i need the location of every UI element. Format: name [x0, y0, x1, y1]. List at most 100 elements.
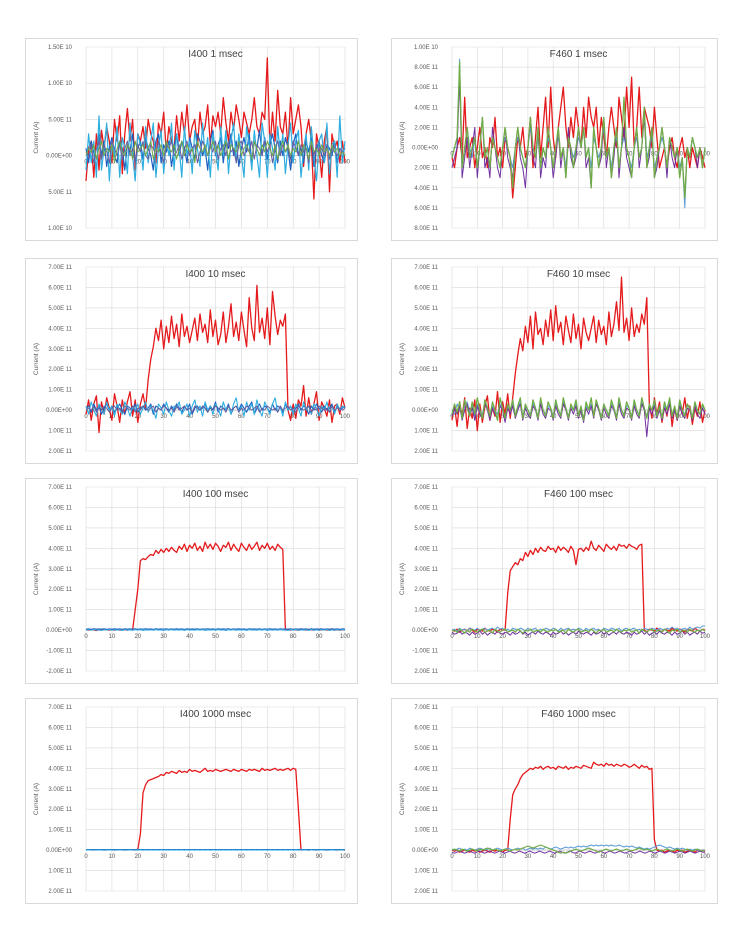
y-axis-label: Current (A): [33, 563, 40, 595]
y-tick-label: 1.00E 11: [48, 828, 72, 834]
x-tick-label: 10: [109, 854, 116, 860]
y-tick-label: 4.00E 11: [48, 766, 72, 772]
y-tick-label: 2.00E 11: [48, 367, 72, 373]
x-tick-label: 100: [700, 634, 711, 640]
y-tick-label: 7.00E 11: [48, 705, 72, 711]
chart-svg: 7.00E 11 6.00E 11 5.00E 11 4.00E 11 3.00E 11…: [399, 485, 711, 675]
y-tick-label: 2.00E 11: [414, 367, 438, 373]
chart-panel-i400-1ms: 1.50E 10 1.00E 10 5.00E 11 0.00E+00 5.00E 11…: [25, 38, 358, 241]
chart-panel-i400-100ms: 7.00E 11 6.00E 11 5.00E 11 4.00E 11 3.00E 11…: [25, 478, 358, 684]
x-tick-label: 80: [290, 414, 297, 420]
chart-panel-i400-1000ms: 7.00E 11 6.00E 11 5.00E 11 4.00E 11 3.00E 11…: [25, 698, 358, 904]
y-tick-label: 3.00E 11: [414, 567, 438, 573]
y-tick-label: 4.00E 11: [414, 326, 438, 332]
x-tick-label: 90: [316, 160, 323, 166]
y-axis-label: Current (A): [399, 343, 406, 375]
y-tick-label: 5.00E 11: [414, 306, 438, 312]
x-tick-label: 0: [84, 414, 88, 420]
x-tick-label: 90: [676, 152, 683, 158]
chart-title: F460 1 msec: [550, 49, 608, 60]
y-tick-label: 6.00E 11: [414, 725, 438, 731]
series-line: [85, 115, 346, 182]
x-tick-label: 50: [212, 160, 219, 166]
y-tick-label: 1.00E 10: [414, 45, 439, 51]
x-tick-label: 60: [238, 634, 245, 640]
x-tick-label: 80: [290, 634, 297, 640]
x-tick-label: 50: [212, 634, 219, 640]
y-tick-label: 1.00E 11: [414, 388, 438, 394]
y-tick-label: 2.00E 11: [414, 166, 438, 172]
x-tick-label: 70: [264, 414, 271, 420]
x-tick-label: 10: [474, 634, 481, 640]
x-tick-label: 70: [264, 854, 271, 860]
y-tick-label: 4.00E 11: [48, 546, 72, 552]
chart-title: I400 10 msec: [185, 269, 245, 280]
chart-svg: 7.00E 11 6.00E 11 5.00E 11 4.00E 11 3.00E 11…: [399, 265, 711, 455]
x-tick-label: 10: [474, 854, 481, 860]
series-line: [451, 628, 706, 634]
chart-panel-f460-1ms: 1.00E 10 8.00E 11 6.00E 11 4.00E 11 2.00E 11…: [391, 38, 718, 241]
y-axis-label: Current (A): [33, 783, 40, 815]
x-tick-label: 90: [676, 854, 683, 860]
x-tick-label: 100: [340, 854, 351, 860]
chart-svg: 1.00E 10 8.00E 11 6.00E 11 4.00E 11 2.00E 11…: [399, 45, 711, 232]
x-tick-label: 70: [626, 854, 633, 860]
series-line: [451, 630, 706, 636]
y-tick-label: 5.00E 11: [414, 746, 438, 752]
x-tick-label: 40: [550, 152, 557, 158]
y-tick-label: 1.00E 10: [48, 81, 73, 87]
x-tick-label: 70: [626, 414, 633, 420]
y-axis-label: Current (A): [399, 121, 406, 153]
x-tick-label: 30: [525, 634, 532, 640]
y-tick-label: 6.00E 11: [414, 285, 438, 291]
x-tick-label: 50: [212, 854, 219, 860]
y-tick-label: 2.00E 11: [414, 587, 438, 593]
y-tick-label: 2.00E 11: [414, 889, 438, 895]
y-tick-label: 3.00E 11: [48, 347, 72, 353]
y-tick-label: 3.00E 11: [48, 787, 72, 793]
x-tick-label: 20: [499, 414, 506, 420]
y-tick-label: 1.00E 11: [414, 869, 438, 875]
x-tick-label: 10: [474, 414, 481, 420]
chart-svg: 1.50E 10 1.00E 10 5.00E 11 0.00E+00 5.00E 11…: [33, 45, 351, 232]
y-tick-label: -1.00E 11: [46, 649, 72, 655]
series-line: [85, 628, 346, 630]
x-tick-label: 60: [600, 634, 607, 640]
y-tick-label: 0.00E+00: [412, 146, 439, 152]
y-tick-label: 3.00E 11: [414, 347, 438, 353]
x-tick-label: 0: [450, 634, 454, 640]
y-tick-label: 7.00E 11: [48, 485, 72, 491]
y-tick-label: 7.00E 11: [414, 485, 438, 491]
y-tick-label: 1.00E 11: [48, 429, 72, 435]
y-tick-label: 1.00E 11: [48, 608, 72, 614]
x-tick-label: 80: [651, 152, 658, 158]
x-tick-label: 0: [450, 854, 454, 860]
y-tick-label: 5.00E 11: [48, 306, 72, 312]
x-tick-label: 20: [499, 854, 506, 860]
y-axis-label: Current (A): [399, 563, 406, 595]
series-line: [85, 284, 346, 434]
y-tick-label: 1.50E 10: [48, 45, 73, 51]
y-axis-label: Current (A): [399, 783, 406, 815]
x-tick-label: 40: [186, 414, 193, 420]
y-tick-label: 7.00E 11: [48, 265, 72, 271]
chart-svg: 7.00E 11 6.00E 11 5.00E 11 4.00E 11 3.00E 11…: [33, 705, 351, 895]
x-tick-label: 40: [186, 854, 193, 860]
y-tick-label: 4.00E 11: [414, 186, 438, 192]
series-line: [85, 140, 346, 164]
x-tick-label: 20: [134, 160, 141, 166]
x-tick-label: 20: [134, 854, 141, 860]
y-tick-label: 0.00E+00: [46, 154, 73, 160]
y-tick-label: 0.00E+00: [412, 408, 439, 414]
x-tick-label: 80: [290, 854, 297, 860]
y-tick-label: 5.00E 11: [48, 190, 72, 196]
y-tick-label: 0.00E+00: [46, 408, 73, 414]
x-tick-label: 100: [700, 152, 711, 158]
x-tick-label: 100: [340, 634, 351, 640]
y-tick-label: 6.00E 11: [414, 85, 438, 91]
x-tick-label: 70: [264, 634, 271, 640]
x-tick-label: 30: [160, 634, 167, 640]
y-tick-label: 4.00E 11: [48, 326, 72, 332]
y-tick-label: 7.00E 11: [414, 705, 438, 711]
x-tick-label: 60: [238, 854, 245, 860]
